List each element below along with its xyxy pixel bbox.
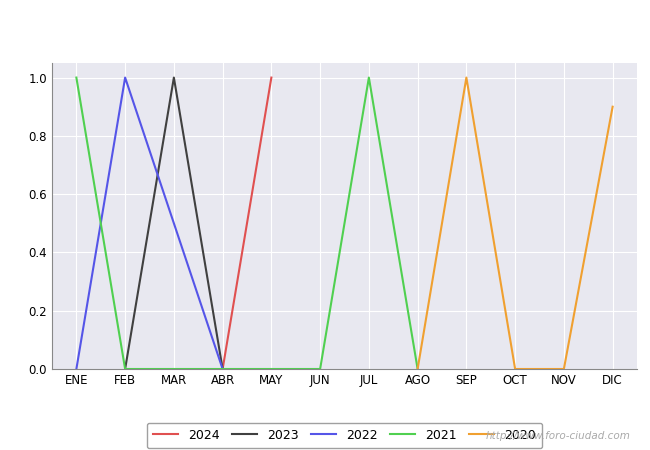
Text: Matriculaciones de Vehiculos en Cubo de Bureba: Matriculaciones de Vehiculos en Cubo de … <box>105 18 545 36</box>
Legend: 2024, 2023, 2022, 2021, 2020: 2024, 2023, 2022, 2021, 2020 <box>147 423 542 449</box>
Text: http://www.foro-ciudad.com: http://www.foro-ciudad.com <box>486 431 630 441</box>
